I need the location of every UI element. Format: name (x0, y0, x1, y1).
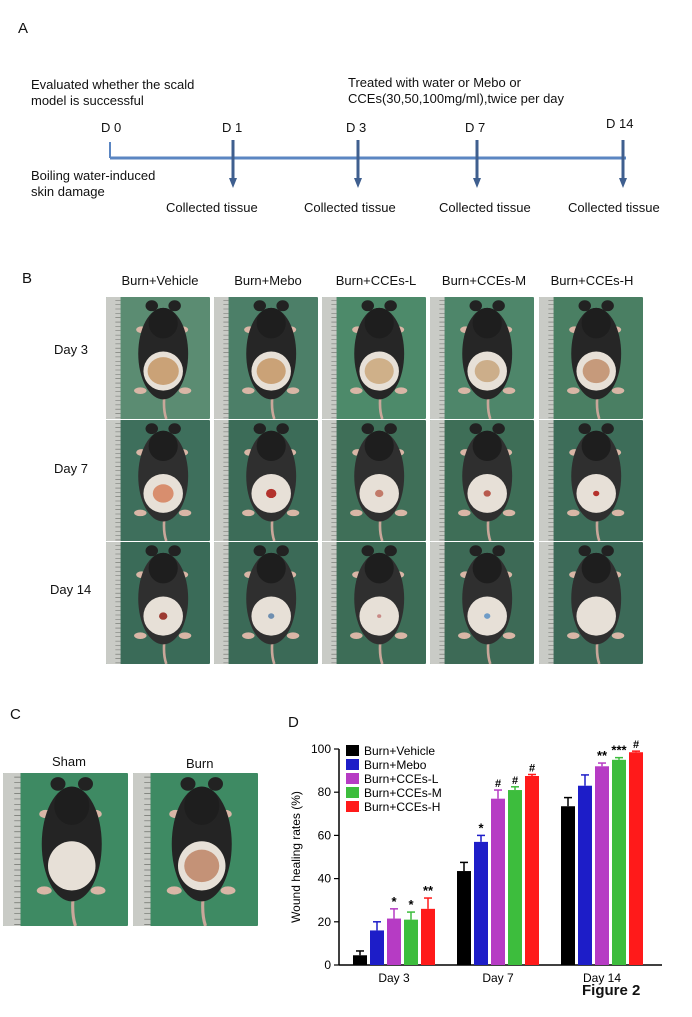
mouse-photo-r3-c5 (539, 542, 643, 664)
y-tick-label: 80 (318, 785, 332, 799)
bar-burn-cces-l-day-7 (491, 798, 505, 965)
sham-photo (3, 773, 128, 926)
mouse-photo-r1-c4 (430, 297, 534, 419)
column-header-cces-h: Burn+CCEs-H (550, 273, 634, 288)
mouse-photo-r1-c3 (322, 297, 426, 419)
panel-label-d: D (288, 714, 299, 731)
y-tick-label: 40 (318, 872, 332, 886)
row-header-day-3: Day 3 (54, 342, 88, 357)
mouse-photo-r3-c1 (106, 542, 210, 664)
bar-burn-vehicle-day-7 (457, 871, 471, 965)
bar-burn-mebo-day-7 (474, 841, 488, 965)
y-tick-label: 20 (318, 915, 332, 929)
y-tick-label: 100 (311, 742, 331, 756)
mouse-photo-r3-c4 (430, 542, 534, 664)
mouse-photo-r2-c4 (430, 420, 534, 541)
collected-label-d3: Collected tissue (304, 200, 396, 215)
legend-label: Burn+Mebo (364, 758, 427, 772)
timeline-right-note: Treated with water or Mebo or CCEs(30,50… (348, 75, 565, 106)
timeline-day-3: D 3 (346, 120, 367, 135)
row-header-day-7: Day 7 (54, 461, 88, 476)
timeline-axis (109, 140, 627, 188)
sham-label: Sham (52, 754, 86, 769)
legend-label: Burn+Vehicle (364, 744, 435, 758)
significance-mark: # (495, 778, 501, 790)
bar-burn-cces-h-day-7 (525, 776, 539, 965)
significance-mark: *** (611, 743, 627, 758)
significance-mark: * (391, 894, 397, 909)
burn-label: Burn (186, 756, 214, 771)
timeline-under-note: Boiling water-induced skin damage (31, 168, 156, 199)
column-header-cces-m: Burn+CCEs-M (441, 273, 527, 288)
y-axis-label: Wound healing rates (%) (289, 791, 303, 923)
bar-burn-cces-m-day-7 (508, 790, 522, 965)
significance-mark: # (512, 775, 518, 787)
mouse-photo-r1-c5 (539, 297, 643, 419)
mouse-photo-r1-c1 (106, 297, 210, 419)
mouse-photo-r3-c2 (214, 542, 318, 664)
bar-burn-vehicle-day-14 (561, 806, 575, 965)
significance-mark: * (478, 820, 484, 835)
bar-burn-cces-h-day-3 (421, 908, 435, 965)
x-tick-label: Day 7 (482, 971, 514, 985)
bar-burn-cces-m-day-14 (612, 759, 626, 965)
significance-mark: # (633, 739, 639, 751)
timeline-day-14: D 14 (606, 116, 634, 131)
legend-label: Burn+CCEs-H (364, 800, 440, 814)
collected-label-d1: Collected tissue (166, 200, 258, 215)
y-tick-label: 0 (324, 958, 331, 972)
bar-burn-cces-m-day-3 (404, 919, 418, 965)
bar-burn-mebo-day-14 (578, 785, 592, 965)
column-header-cces-l: Burn+CCEs-L (335, 273, 417, 288)
collected-label-d14: Collected tissue (568, 200, 660, 215)
legend-swatch (346, 759, 359, 770)
legend-swatch (346, 773, 359, 784)
legend-swatch (346, 787, 359, 798)
burn-photo (133, 773, 258, 926)
panel-label-b: B (22, 270, 33, 287)
row-header-day-14: Day 14 (50, 582, 92, 597)
mouse-photo-r2-c1 (106, 420, 210, 541)
legend-swatch (346, 745, 359, 756)
column-header-vehicle: Burn+Vehicle (121, 273, 199, 288)
collection-arrow-2 (354, 140, 362, 188)
figure-caption: Figure 2 (582, 982, 641, 999)
significance-mark: ** (597, 748, 608, 763)
bar-burn-cces-l-day-14 (595, 766, 609, 965)
significance-mark: * (408, 897, 414, 912)
mouse-photo-r3-c3 (322, 542, 426, 664)
timeline-day-1: D 1 (222, 120, 243, 135)
mouse-photo-r2-c2 (214, 420, 318, 541)
x-tick-label: Day 3 (378, 971, 410, 985)
timeline-left-note: Evaluated whether the scald model is suc… (31, 77, 195, 108)
timeline-day-0: D 0 (101, 120, 122, 135)
collection-arrow-3 (473, 140, 481, 188)
column-header-mebo: Burn+Mebo (234, 273, 302, 288)
bar-burn-vehicle-day-3 (353, 955, 367, 965)
y-tick-label: 60 (318, 828, 332, 842)
legend-label: Burn+CCEs-M (364, 786, 442, 800)
collection-arrow-4 (619, 140, 627, 188)
panel-label-a: A (18, 20, 29, 37)
timeline-day-7: D 7 (465, 120, 486, 135)
collection-arrow-1 (229, 140, 237, 188)
bar-burn-mebo-day-3 (370, 930, 384, 965)
mouse-photo-r1-c2 (214, 297, 318, 419)
bar-burn-cces-h-day-14 (629, 752, 643, 965)
bar-burn-cces-l-day-3 (387, 918, 401, 965)
mouse-photo-r2-c3 (322, 420, 426, 541)
panel-label-c: C (10, 706, 21, 723)
x-tick-label: Day 14 (583, 971, 621, 985)
significance-mark: ** (423, 883, 434, 898)
mouse-photo-r2-c5 (539, 420, 643, 541)
legend-label: Burn+CCEs-L (364, 772, 439, 786)
legend-swatch (346, 801, 359, 812)
significance-mark: # (529, 762, 535, 774)
collected-label-d7: Collected tissue (439, 200, 531, 215)
